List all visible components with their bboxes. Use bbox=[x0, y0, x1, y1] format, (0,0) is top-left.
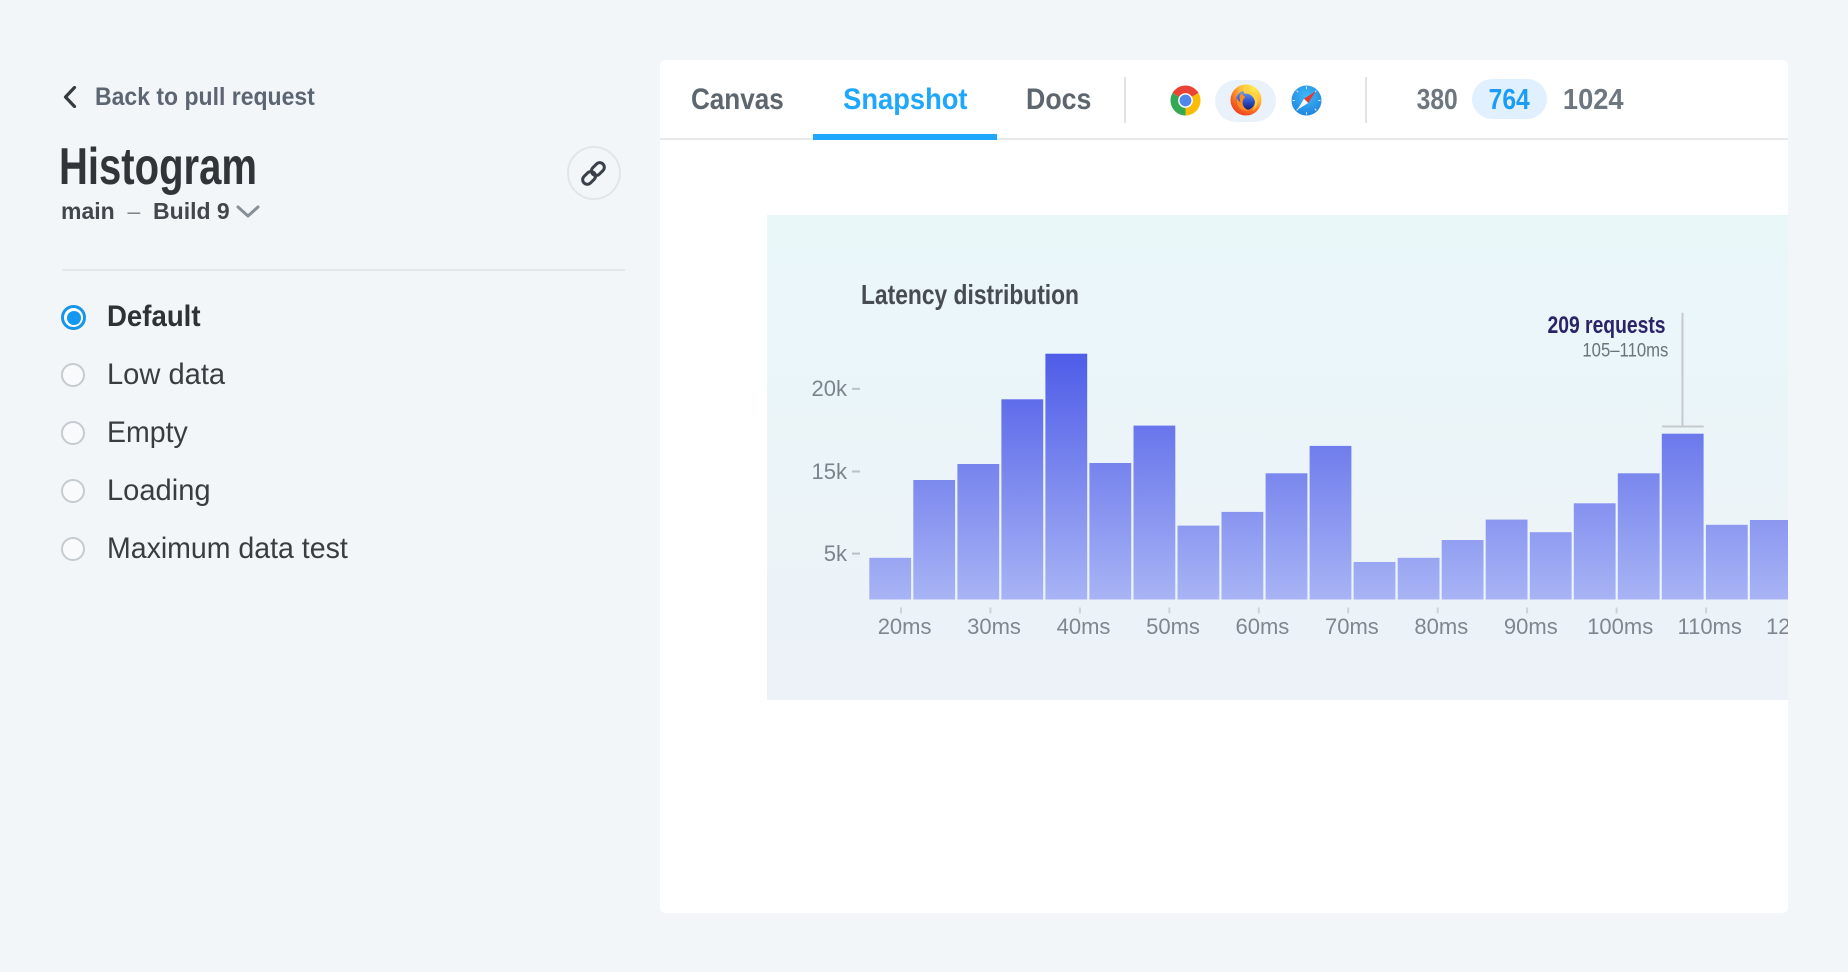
svg-text:209 requests: 209 requests bbox=[1548, 312, 1666, 339]
svg-text:90ms: 90ms bbox=[1504, 614, 1558, 639]
svg-text:110ms: 110ms bbox=[1677, 614, 1741, 639]
svg-text:20ms: 20ms bbox=[878, 614, 932, 639]
svg-text:60ms: 60ms bbox=[1236, 614, 1290, 639]
svg-text:105–110ms: 105–110ms bbox=[1582, 341, 1668, 362]
svg-text:100ms: 100ms bbox=[1587, 614, 1653, 639]
svg-text:Latency distribution: Latency distribution bbox=[861, 279, 1079, 310]
svg-text:50ms: 50ms bbox=[1146, 614, 1200, 639]
svg-text:20k: 20k bbox=[812, 376, 848, 401]
svg-text:30ms: 30ms bbox=[967, 614, 1021, 639]
svg-text:80ms: 80ms bbox=[1414, 614, 1468, 639]
svg-text:5k: 5k bbox=[824, 541, 848, 566]
svg-text:120ms: 120ms bbox=[1766, 614, 1788, 639]
svg-text:70ms: 70ms bbox=[1325, 614, 1379, 639]
svg-text:40ms: 40ms bbox=[1057, 614, 1111, 639]
svg-text:15k: 15k bbox=[812, 459, 848, 484]
